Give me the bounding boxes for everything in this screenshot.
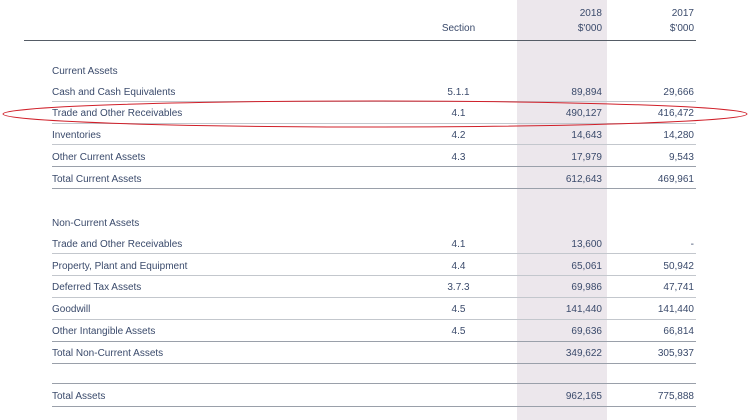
row-value-2017: 29,666 [663, 87, 694, 98]
row-label: Inventories [52, 130, 101, 141]
total-current-assets-label: Total Current Assets [52, 174, 142, 185]
col-2017-unit: $'000 [669, 23, 694, 34]
row-value-2018: 14,643 [571, 130, 602, 141]
row-label: Other Intangible Assets [52, 326, 156, 337]
row-value-2017: 141,440 [657, 304, 694, 315]
total-rule [52, 341, 696, 342]
total-assets-bottom-rule [52, 406, 696, 407]
section-end-rule [52, 363, 696, 364]
row-value-2018: 89,894 [571, 87, 602, 98]
row-divider [52, 297, 696, 298]
row-section: 4.1 [451, 108, 466, 119]
total-rule [52, 166, 696, 167]
row-value-2018: 69,986 [571, 282, 602, 293]
col-2018-unit: $'000 [577, 23, 602, 34]
total-current-assets-2018: 612,643 [565, 174, 602, 185]
row-value-2017: 14,280 [663, 130, 694, 141]
section-column-header: Section [441, 23, 476, 34]
row-section: 4.5 [451, 326, 466, 337]
total-current-assets-2017: 469,961 [657, 174, 694, 185]
total-assets-2017: 775,888 [657, 391, 694, 402]
highlighted-2018-column [517, 0, 607, 420]
row-label: Cash and Cash Equivalents [52, 87, 176, 98]
row-divider [52, 253, 696, 254]
row-divider [52, 275, 696, 276]
total-assets-2018: 962,165 [565, 391, 602, 402]
total-non-current-assets-2018: 349,622 [565, 348, 602, 359]
row-value-2017: - [690, 239, 694, 250]
row-label: Deferred Tax Assets [52, 282, 142, 293]
row-label: Property, Plant and Equipment [52, 261, 188, 272]
total-assets-top-rule [52, 383, 696, 384]
section-end-rule [52, 188, 696, 189]
current-assets-title: Current Assets [52, 66, 118, 77]
row-label: Trade and Other Receivables [52, 108, 183, 119]
row-value-2017: 9,543 [668, 152, 694, 163]
row-section: 5.1.1 [447, 87, 470, 98]
row-label: Trade and Other Receivables [52, 239, 183, 250]
col-2018-year: 2018 [579, 8, 602, 19]
row-section: 3.7.3 [447, 282, 470, 293]
row-value-2017: 416,472 [657, 108, 694, 119]
row-section: 4.1 [451, 239, 466, 250]
row-value-2017: 66,814 [663, 326, 694, 337]
row-divider [52, 319, 696, 320]
row-value-2018: 17,979 [571, 152, 602, 163]
row-section: 4.2 [451, 130, 466, 141]
row-label: Goodwill [52, 304, 91, 315]
total-assets-label: Total Assets [52, 391, 106, 402]
row-section: 4.3 [451, 152, 466, 163]
row-section: 4.4 [451, 261, 466, 272]
header-rule [24, 40, 696, 41]
row-value-2018: 13,600 [571, 239, 602, 250]
row-value-2018: 65,061 [571, 261, 602, 272]
row-value-2017: 50,942 [663, 261, 694, 272]
total-non-current-assets-2017: 305,937 [657, 348, 694, 359]
non-current-assets-title: Non-Current Assets [52, 218, 140, 229]
row-divider [52, 144, 696, 145]
row-divider [52, 123, 696, 124]
total-non-current-assets-label: Total Non-Current Assets [52, 348, 164, 359]
row-section: 4.5 [451, 304, 466, 315]
row-value-2017: 47,741 [663, 282, 694, 293]
row-value-2018: 490,127 [565, 108, 602, 119]
row-value-2018: 69,636 [571, 326, 602, 337]
row-label: Other Current Assets [52, 152, 146, 163]
row-divider [52, 101, 696, 102]
col-2017-year: 2017 [671, 8, 694, 19]
row-value-2018: 141,440 [565, 304, 602, 315]
